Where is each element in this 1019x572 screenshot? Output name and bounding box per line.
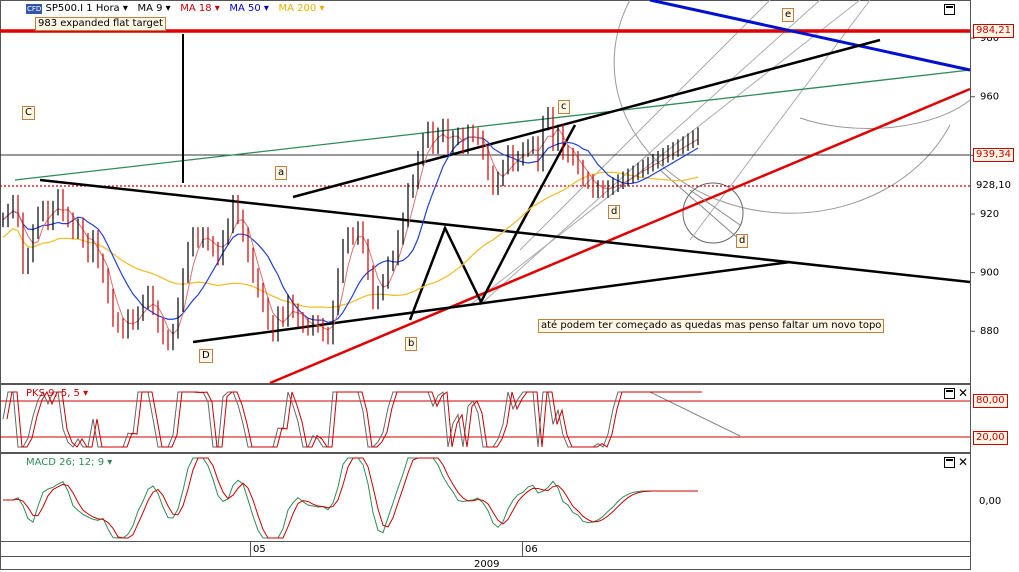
fib-circle-small — [682, 182, 744, 244]
ma200-line — [2, 171, 699, 309]
blue-trendline — [649, 0, 971, 72]
close-icon[interactable]: ✕ — [958, 386, 969, 400]
symbol-selector[interactable]: SP500.I 1 Hora — [45, 3, 120, 14]
ma18-selector[interactable]: MA 18 — [180, 3, 212, 14]
wave-label-a: a — [275, 166, 288, 180]
ma50-line — [2, 136, 699, 324]
wave-label-b: b — [405, 337, 418, 351]
chart-header: CFD SP500.I 1 Hora ▾ MA 9 ▾ MA 18 ▾ MA 5… — [26, 2, 324, 16]
macd-line — [3, 457, 698, 539]
pks-label-80: 80,00 — [973, 394, 1008, 408]
fan-line-5 — [659, 169, 741, 241]
xaxis-frame — [0, 541, 971, 570]
macd-panel-frame — [0, 453, 971, 542]
wave-label-D: D — [199, 349, 213, 363]
ma18-line — [2, 127, 699, 335]
fan-line-6 — [649, 391, 741, 437]
wave-label-e: e — [782, 8, 795, 22]
maximize-icon[interactable] — [944, 388, 955, 399]
chevron-down-icon[interactable]: ▾ — [162, 3, 171, 14]
close-icon[interactable]: ✕ — [958, 455, 969, 469]
wave-label-d-2: d — [736, 234, 749, 248]
y-tick-label: 900 — [980, 268, 999, 279]
pks-d-line — [6, 390, 702, 448]
price-label-939: 939,34 — [973, 148, 1014, 162]
xaxis-label-may: 05 — [253, 544, 266, 555]
pks-label-20: 20,00 — [973, 431, 1008, 445]
chevron-down-icon[interactable]: ▾ — [260, 3, 269, 14]
y-tick-label: 880 — [980, 326, 999, 337]
macd-title[interactable]: MACD 26; 12; 9 ▾ — [26, 457, 113, 468]
pks-title[interactable]: PKS 9, 5, 5 ▾ — [26, 388, 89, 399]
ma50-selector[interactable]: MA 50 — [229, 3, 261, 14]
xaxis-label-year: 2009 — [474, 559, 500, 570]
black-lower-line — [192, 260, 791, 344]
ma50-series — [2, 136, 699, 324]
pks-panel-frame — [0, 384, 971, 453]
price-bars — [2, 106, 699, 351]
wave-e-link — [689, 189, 741, 226]
y-tick-label: 980 — [980, 33, 999, 44]
y-tick-label: 960 — [980, 92, 999, 103]
red-trendline — [269, 87, 971, 385]
pks-oscillator — [2, 390, 702, 448]
price-label-928: 928,10 — [973, 179, 1014, 193]
ma18-series — [2, 127, 699, 335]
maximize-icon[interactable] — [944, 4, 955, 15]
fan-line-2 — [479, 0, 821, 306]
xaxis-label-jun: 06 — [525, 544, 538, 555]
macd-signal-line — [3, 457, 698, 539]
black-upper-channel — [292, 38, 881, 199]
ma200-series — [2, 171, 699, 309]
drawings — [0, 0, 971, 437]
fan-line-3 — [519, 0, 771, 251]
ma200-selector[interactable]: MA 200 — [278, 3, 317, 14]
fan-line-4 — [689, 0, 871, 241]
target-annotation: 983 expanded flat target — [35, 17, 166, 31]
fib-arc-large-2 — [799, 99, 971, 130]
wave-label-c: c — [558, 100, 570, 114]
fib-arc-large — [613, 0, 951, 214]
chevron-down-icon[interactable]: ▾ — [316, 3, 325, 14]
chevron-down-icon[interactable]: ▾ — [211, 3, 220, 14]
wave-label-d: d — [608, 205, 621, 219]
macd-oscillator — [3, 457, 698, 539]
y-tick-label: 920 — [980, 209, 999, 220]
price-label-984: 984,21 — [973, 24, 1014, 38]
comment-annotation: até podem ter começado as quedas mas pen… — [538, 319, 885, 333]
fan-line-1 — [469, 0, 861, 306]
chevron-down-icon[interactable]: ▾ — [122, 3, 128, 14]
macd-zero-label: 0,00 — [979, 496, 1002, 507]
green-trendline — [14, 69, 971, 181]
cfd-logo: CFD — [26, 4, 43, 14]
ma9-selector[interactable]: MA 9 — [137, 3, 163, 14]
wave-label-C: C — [22, 106, 35, 120]
maximize-icon[interactable] — [944, 457, 955, 468]
black-wave-zigzag — [408, 124, 577, 321]
